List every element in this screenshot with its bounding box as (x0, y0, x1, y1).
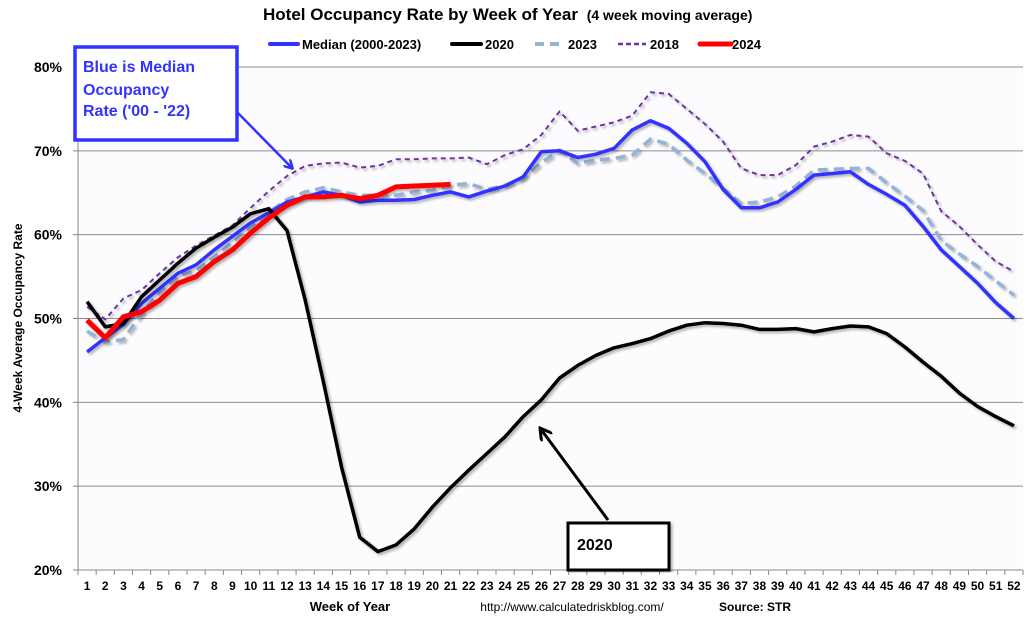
x-tick-label: 11 (262, 579, 275, 593)
x-tick-label: 9 (229, 579, 236, 593)
x-tick-label: 36 (716, 579, 730, 593)
x-tick-label: 22 (462, 579, 476, 593)
legend-item-median: Median (2000-2023) (270, 37, 421, 52)
chart-title: Hotel Occupancy Rate by Week of Year (4 … (263, 5, 752, 24)
x-tick-label: 12 (280, 579, 294, 593)
x-tick-label: 43 (844, 579, 858, 593)
x-tick-label: 1 (84, 579, 91, 593)
x-tick-label: 39 (771, 579, 785, 593)
x-tick-label: 26 (535, 579, 549, 593)
x-tick-label: 45 (880, 579, 894, 593)
x-tick-label: 5 (156, 579, 163, 593)
legend: Median (2000-2023) 2020 2023 2018 2024 (270, 37, 762, 52)
x-tick-label: 48 (935, 579, 949, 593)
x-tick-label: 33 (662, 579, 676, 593)
x-tick-label: 37 (735, 579, 749, 593)
x-tick-label: 21 (444, 579, 458, 593)
legend-label-median: Median (2000-2023) (302, 37, 421, 52)
median-annotation-line-1: Blue is Median (83, 59, 195, 76)
x-tick-label: 25 (517, 579, 531, 593)
x-tick-label: 17 (371, 579, 385, 593)
x-tick-label: 46 (898, 579, 912, 593)
x-tick-label: 35 (698, 579, 712, 593)
x-tick-label: 8 (211, 579, 218, 593)
x-tick-label: 34 (680, 579, 694, 593)
y-tick-label: 40% (34, 394, 63, 410)
x-tick-label: 38 (753, 579, 767, 593)
x-tick-label: 44 (862, 579, 876, 593)
x-tick-label: 27 (553, 579, 567, 593)
y-tick-label: 70% (34, 143, 63, 159)
x-tick-label: 4 (138, 579, 145, 593)
x-axis-title: Week of Year (310, 599, 390, 614)
x-tick-label: 16 (353, 579, 367, 593)
x-tick-label: 14 (317, 579, 331, 593)
x-tick-label: 10 (244, 579, 258, 593)
x-tick-label: 50 (971, 579, 985, 593)
source-label: Source: STR (719, 600, 791, 614)
y-tick-label: 20% (34, 562, 63, 578)
source-url: http://www.calculatedriskblog.com/ (480, 600, 664, 614)
x-tick-label: 7 (193, 579, 200, 593)
x-tick-label: 18 (389, 579, 403, 593)
x-tick-label: 23 (480, 579, 494, 593)
y-axis-title: 4-Week Average Occupancy Rate (11, 223, 25, 412)
x-tick-label: 49 (953, 579, 967, 593)
x-tick-label: 2 (102, 579, 109, 593)
median-annotation-line-2: Occupancy (83, 82, 169, 99)
x-tick-label: 47 (916, 579, 930, 593)
x-tick-label: 31 (626, 579, 640, 593)
legend-item-2018: 2018 (618, 37, 679, 52)
legend-label-2020: 2020 (485, 37, 514, 52)
legend-label-2023: 2023 (568, 37, 597, 52)
x-tick-label: 40 (789, 579, 803, 593)
legend-item-2020: 2020 (452, 37, 514, 52)
legend-item-2023: 2023 (535, 37, 597, 52)
x-tick-label: 51 (989, 579, 1003, 593)
legend-item-2024: 2024 (700, 37, 762, 52)
x-tick-label: 3 (120, 579, 127, 593)
y-tick-label: 60% (34, 227, 63, 243)
x-tick-label: 15 (335, 579, 349, 593)
x-tick-label: 24 (498, 579, 512, 593)
x-tick-label: 19 (408, 579, 422, 593)
x-tick-label: 13 (298, 579, 312, 593)
x-tick-label: 42 (826, 579, 840, 593)
x-tick-label: 30 (607, 579, 621, 593)
legend-label-2024: 2024 (732, 37, 762, 52)
x-tick-label: 6 (175, 579, 182, 593)
y-tick-label: 80% (34, 59, 63, 75)
x-tick-label: 20 (426, 579, 440, 593)
median-annotation-line-3: Rate ('00 - '22) (83, 103, 190, 120)
chart-title-main: Hotel Occupancy Rate by Week of Year (263, 5, 578, 24)
y-axis-ticks: 20% 30% 40% 50% 60% 70% 80% (34, 59, 78, 578)
2020-annotation-text: 2020 (577, 537, 613, 554)
y-tick-label: 30% (34, 478, 63, 494)
x-tick-label: 32 (644, 579, 658, 593)
y-tick-label: 50% (34, 311, 63, 327)
x-tick-label: 41 (807, 579, 821, 593)
x-tick-label: 52 (1007, 579, 1021, 593)
x-tick-label: 29 (589, 579, 603, 593)
x-tick-label: 28 (571, 579, 585, 593)
chart-subtitle: (4 week moving average) (587, 7, 753, 23)
legend-label-2018: 2018 (650, 37, 679, 52)
